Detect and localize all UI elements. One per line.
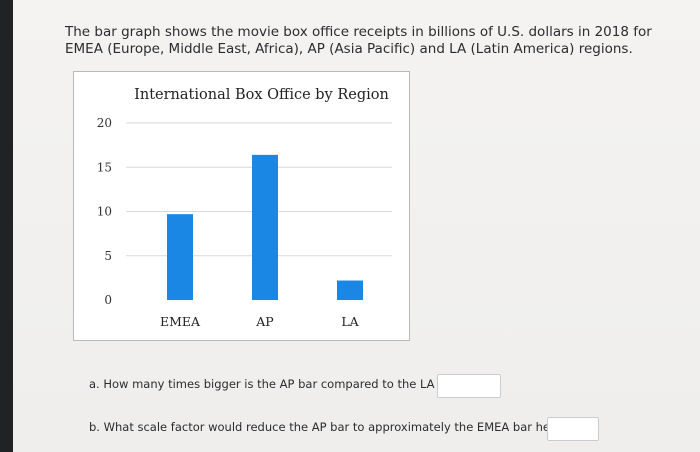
bar-chart: International Box Office by Region 20 15 1… bbox=[73, 71, 410, 341]
y-tick-label: 0 bbox=[104, 293, 112, 307]
chart-title: International Box Office by Region bbox=[134, 87, 389, 103]
answer-a-input[interactable] bbox=[437, 374, 501, 398]
x-category-label: EMEA bbox=[160, 314, 201, 329]
answer-b-input[interactable] bbox=[547, 417, 599, 441]
x-category-label: AP bbox=[255, 314, 273, 329]
question-text: The bar graph shows the movie box office… bbox=[65, 24, 652, 57]
bar-emea bbox=[167, 214, 193, 300]
x-category-label: LA bbox=[341, 314, 359, 329]
y-tick-label: 5 bbox=[104, 249, 112, 263]
chart-plot-area: 20 15 10 5 0 EMEA AP LA bbox=[97, 116, 392, 329]
question-b: b. What scale factor would reduce the AP… bbox=[89, 420, 579, 434]
content-panel: The bar graph shows the movie box office… bbox=[13, 0, 700, 452]
bar-ap bbox=[252, 154, 278, 300]
y-tick-label: 20 bbox=[97, 116, 112, 130]
bar-la bbox=[337, 280, 363, 300]
y-tick-label: 15 bbox=[97, 160, 112, 174]
y-tick-label: 10 bbox=[97, 205, 112, 219]
question-a: a. How many times bigger is the AP bar c… bbox=[89, 377, 464, 391]
